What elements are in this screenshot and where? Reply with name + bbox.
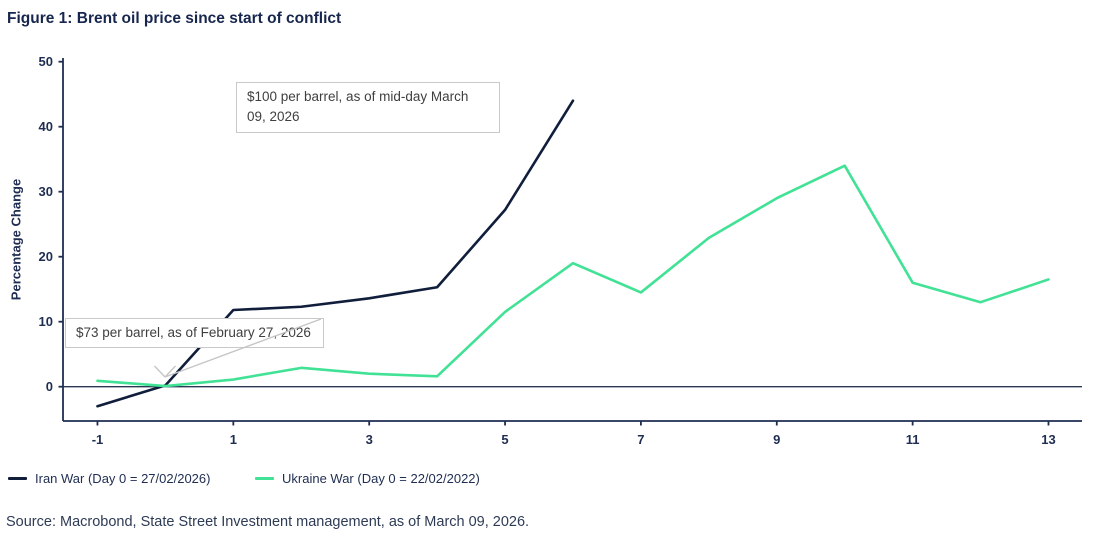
svg-text:40: 40 [39,119,53,134]
svg-text:20: 20 [39,249,53,264]
legend-swatch-iran-war-icon [8,477,27,480]
svg-text:9: 9 [773,432,780,447]
svg-text:30: 30 [39,184,53,199]
svg-text:13: 13 [1041,432,1055,447]
legend-swatch-ukraine-war-icon [255,477,274,480]
svg-text:7: 7 [637,432,644,447]
legend-item-iran-war: Iran War (Day 0 = 27/02/2026) [8,471,210,486]
svg-text:5: 5 [501,432,508,447]
figure-title: Figure 1: Brent oil price since start of… [7,10,342,27]
annotation-73-per-barrel: $73 per barrel, as of February 27, 2026 [65,318,324,349]
svg-text:50: 50 [39,54,53,69]
svg-text:11: 11 [906,432,920,447]
legend-item-ukraine-war: Ukraine War (Day 0 = 22/02/2022) [255,471,480,486]
svg-text:1: 1 [230,432,237,447]
svg-text:-1: -1 [92,432,104,447]
svg-text:3: 3 [366,432,373,447]
source-note: Source: Macrobond, State Street Investme… [6,514,530,530]
svg-text:0: 0 [46,379,53,394]
annotation-100-per-barrel: $100 per barrel, as of mid-day March 09,… [236,82,500,133]
legend-label-ukraine-war: Ukraine War (Day 0 = 22/02/2022) [282,471,480,486]
legend-label-iran-war: Iran War (Day 0 = 27/02/2026) [35,471,211,486]
svg-text:10: 10 [39,314,53,329]
